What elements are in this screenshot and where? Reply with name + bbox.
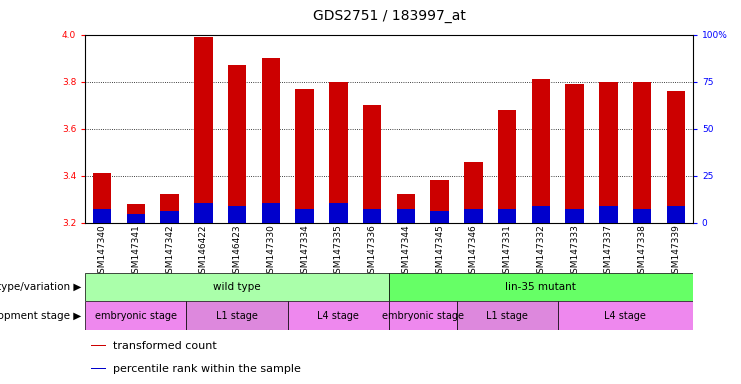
Text: L1 stage: L1 stage bbox=[486, 311, 528, 321]
Bar bbox=[363, 105, 382, 223]
Text: genotype/variation ▶: genotype/variation ▶ bbox=[0, 282, 82, 292]
Bar bbox=[262, 203, 280, 223]
Text: embryonic stage: embryonic stage bbox=[382, 311, 464, 321]
Bar bbox=[160, 212, 179, 223]
Bar bbox=[667, 91, 685, 223]
Bar bbox=[558, 301, 693, 330]
Bar bbox=[633, 209, 651, 223]
Bar bbox=[396, 195, 415, 223]
Text: wild type: wild type bbox=[213, 282, 261, 292]
Bar bbox=[91, 345, 107, 346]
Bar bbox=[227, 65, 247, 223]
Bar bbox=[91, 368, 107, 369]
Text: L1 stage: L1 stage bbox=[216, 311, 258, 321]
Bar bbox=[187, 301, 288, 330]
Bar bbox=[565, 84, 584, 223]
Bar bbox=[329, 82, 348, 223]
Bar bbox=[194, 203, 213, 223]
Bar bbox=[227, 206, 247, 223]
Bar bbox=[464, 209, 482, 223]
Bar bbox=[531, 79, 551, 223]
Bar bbox=[329, 203, 348, 223]
Bar bbox=[431, 180, 449, 223]
Text: transformed count: transformed count bbox=[113, 341, 216, 351]
Bar bbox=[389, 273, 693, 301]
Bar bbox=[288, 301, 389, 330]
Text: lin-35 mutant: lin-35 mutant bbox=[505, 282, 576, 292]
Text: percentile rank within the sample: percentile rank within the sample bbox=[113, 364, 300, 374]
Bar bbox=[599, 82, 618, 223]
Text: development stage ▶: development stage ▶ bbox=[0, 311, 82, 321]
Bar bbox=[389, 301, 456, 330]
Bar bbox=[396, 209, 415, 223]
Bar bbox=[85, 273, 389, 301]
Bar bbox=[127, 214, 145, 223]
Bar bbox=[599, 206, 618, 223]
Text: L4 stage: L4 stage bbox=[605, 311, 646, 321]
Bar bbox=[363, 209, 382, 223]
Bar bbox=[93, 209, 111, 223]
Text: embryonic stage: embryonic stage bbox=[95, 311, 177, 321]
Bar bbox=[667, 206, 685, 223]
Bar bbox=[498, 209, 516, 223]
Bar bbox=[464, 162, 482, 223]
Bar bbox=[498, 110, 516, 223]
Bar bbox=[431, 212, 449, 223]
Bar bbox=[633, 82, 651, 223]
Bar bbox=[194, 37, 213, 223]
Bar bbox=[531, 206, 551, 223]
Bar bbox=[127, 204, 145, 223]
Bar bbox=[160, 195, 179, 223]
Text: L4 stage: L4 stage bbox=[317, 311, 359, 321]
Bar bbox=[296, 89, 314, 223]
Bar bbox=[93, 173, 111, 223]
Bar bbox=[85, 301, 187, 330]
Bar bbox=[296, 209, 314, 223]
Text: GDS2751 / 183997_at: GDS2751 / 183997_at bbox=[313, 9, 465, 23]
Bar bbox=[565, 209, 584, 223]
Bar bbox=[456, 301, 558, 330]
Bar bbox=[262, 58, 280, 223]
